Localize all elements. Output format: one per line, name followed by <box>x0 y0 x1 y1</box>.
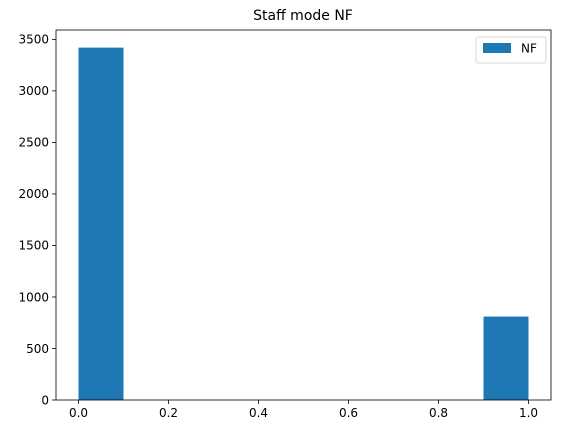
y-axis-ticks: 0 500 1000 1500 2000 2500 3000 3500 <box>18 33 56 407</box>
legend-swatch <box>483 43 511 53</box>
x-tick-label: 0.0 <box>69 406 88 420</box>
legend: NF <box>475 36 547 64</box>
y-tick-label: 1500 <box>18 239 49 253</box>
y-tick-label: 1000 <box>18 290 49 304</box>
x-tick-label: 0.6 <box>339 406 358 420</box>
y-tick-label: 2000 <box>18 187 49 201</box>
chart-title: Staff mode NF <box>253 8 353 24</box>
y-tick-label: 3000 <box>18 84 49 98</box>
y-tick-label: 2500 <box>18 136 49 150</box>
bars-group <box>78 47 529 400</box>
x-tick-label: 0.8 <box>429 406 448 420</box>
axes-frame <box>55 29 552 401</box>
x-tick-label: 0.2 <box>159 406 178 420</box>
histogram-bar-9 <box>483 316 529 400</box>
y-tick-label: 0 <box>41 393 49 407</box>
x-axis-ticks: 0.0 0.2 0.4 0.6 0.8 1.0 <box>69 400 538 420</box>
histogram-bar-0 <box>78 47 124 400</box>
x-tick-label: 0.4 <box>249 406 268 420</box>
legend-label: NF <box>521 42 537 56</box>
y-tick-label: 500 <box>26 342 49 356</box>
y-tick-label: 3500 <box>18 33 49 47</box>
x-tick-label: 1.0 <box>519 406 538 420</box>
